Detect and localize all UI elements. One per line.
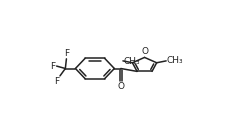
Text: CH₃: CH₃	[166, 56, 183, 65]
Text: F: F	[54, 77, 59, 85]
Text: O: O	[117, 82, 124, 91]
Text: CH₃: CH₃	[123, 57, 140, 66]
Text: F: F	[50, 62, 55, 71]
Text: F: F	[64, 49, 69, 58]
Text: O: O	[140, 47, 147, 56]
